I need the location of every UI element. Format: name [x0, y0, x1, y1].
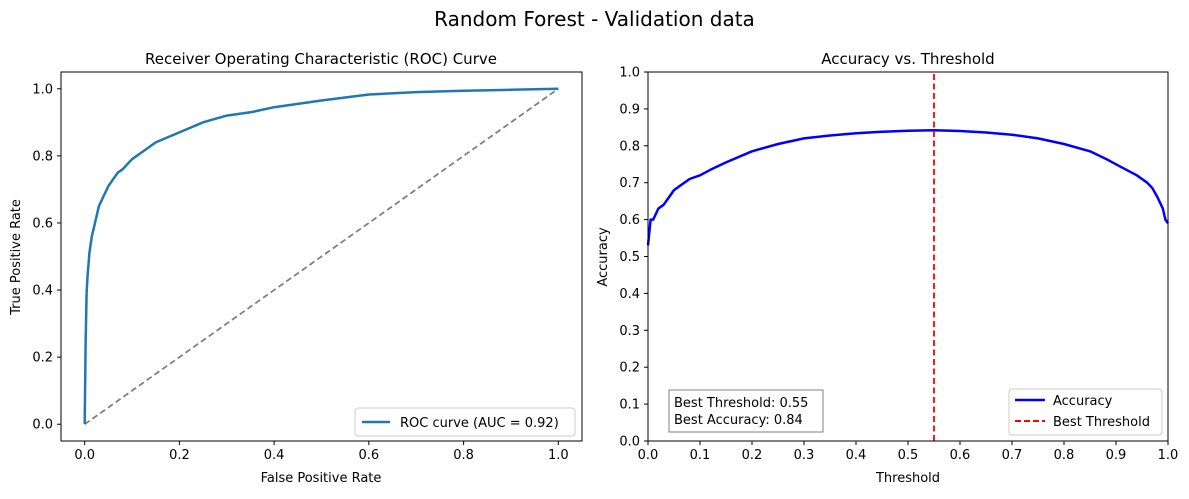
x-tick-label: 0.0 [74, 448, 95, 463]
accuracy-x-axis-label: Threshold [875, 471, 940, 486]
y-tick-label: 0.7 [619, 176, 640, 191]
roc-x-ticks: 0.0 0.2 0.4 0.6 0.8 1.0 [74, 441, 569, 463]
x-tick-label: 0.9 [1106, 448, 1127, 463]
annotation-line-accuracy: Best Accuracy: 0.84 [674, 413, 803, 428]
x-tick-label: 0.7 [1002, 448, 1023, 463]
x-tick-label: 1.0 [1158, 448, 1179, 463]
accuracy-x-ticks: 0.0 0.1 0.2 0.3 0.4 0.5 0.6 0.7 0.8 0.9 1.0 [638, 441, 1179, 463]
y-tick-label: 0.9 [619, 102, 640, 117]
x-tick-label: 0.2 [742, 448, 763, 463]
y-tick-label: 0.1 [619, 398, 640, 413]
figure-title: Random Forest - Validation data [434, 7, 755, 31]
y-tick-label: 0.3 [619, 324, 640, 339]
x-tick-label: 0.4 [264, 448, 285, 463]
accuracy-legend-box [1008, 388, 1163, 436]
roc-plot-area [83, 87, 559, 425]
roc-chart: Receiver Operating Characteristic (ROC) … [9, 50, 583, 486]
y-tick-label: 1.0 [32, 82, 53, 97]
x-tick-label: 0.3 [794, 448, 815, 463]
y-tick-label: 1.0 [619, 66, 640, 81]
y-tick-label: 0.8 [619, 139, 640, 154]
y-tick-label: 0.8 [32, 149, 53, 164]
y-tick-label: 0.6 [619, 213, 640, 228]
accuracy-chart: Accuracy vs. Threshold 0.0 0.1 0.2 0.3 0.4 0.… [596, 50, 1178, 486]
x-tick-label: 1.0 [548, 448, 569, 463]
accuracy-y-ticks: 0.0 0.1 0.2 0.3 0.4 0.5 0.6 0.7 0.8 0.9 1.0 [619, 66, 648, 450]
annotation-box [668, 389, 824, 433]
x-tick-label: 0.8 [453, 448, 474, 463]
x-tick-label: 0.6 [950, 448, 971, 463]
roc-title: Receiver Operating Characteristic (ROC) … [145, 50, 497, 68]
accuracy-title: Accuracy vs. Threshold [821, 50, 994, 68]
legend-accuracy-label: Accuracy [1053, 394, 1113, 409]
accuracy-series-accuracy [646, 129, 1170, 246]
best-threshold-annotation: Best Threshold: 0.55 Best Accuracy: 0.84 [668, 389, 824, 433]
annotation-line-threshold: Best Threshold: 0.55 [674, 396, 808, 411]
roc-series-chance [84, 88, 559, 425]
y-tick-label: 0.6 [32, 216, 53, 231]
legend-best-threshold-label: Best Threshold [1053, 415, 1150, 430]
x-tick-label: 0.0 [638, 448, 659, 463]
y-tick-label: 0.2 [619, 361, 640, 376]
accuracy-y-axis-label: Accuracy [596, 227, 611, 287]
x-tick-label: 0.2 [169, 448, 190, 463]
roc-legend: ROC curve (AUC = 0.92) [354, 407, 576, 437]
x-tick-label: 0.1 [690, 448, 711, 463]
accuracy-plot-area [646, 72, 1170, 441]
roc-y-axis-label: True Positive Rate [9, 199, 24, 316]
y-tick-label: 0.4 [32, 284, 53, 299]
roc-x-axis-label: False Positive Rate [261, 471, 382, 486]
y-tick-label: 0.0 [32, 418, 53, 433]
y-tick-label: 0.4 [619, 287, 640, 302]
roc-series-roc-curve-auc-0-92 [83, 87, 559, 425]
y-tick-label: 0.0 [619, 435, 640, 450]
roc-axes-frame [60, 71, 583, 442]
roc-legend-label: ROC curve (AUC = 0.92) [400, 416, 559, 431]
x-tick-label: 0.5 [898, 448, 919, 463]
y-tick-label: 0.2 [32, 351, 53, 366]
roc-legend-box [354, 407, 576, 437]
roc-y-ticks: 0.0 0.2 0.4 0.6 0.8 1.0 [32, 82, 61, 433]
x-tick-label: 0.8 [1054, 448, 1075, 463]
x-tick-label: 0.4 [846, 448, 867, 463]
y-tick-label: 0.5 [619, 250, 640, 265]
accuracy-legend: Accuracy Best Threshold [1008, 388, 1163, 436]
x-tick-label: 0.6 [359, 448, 380, 463]
